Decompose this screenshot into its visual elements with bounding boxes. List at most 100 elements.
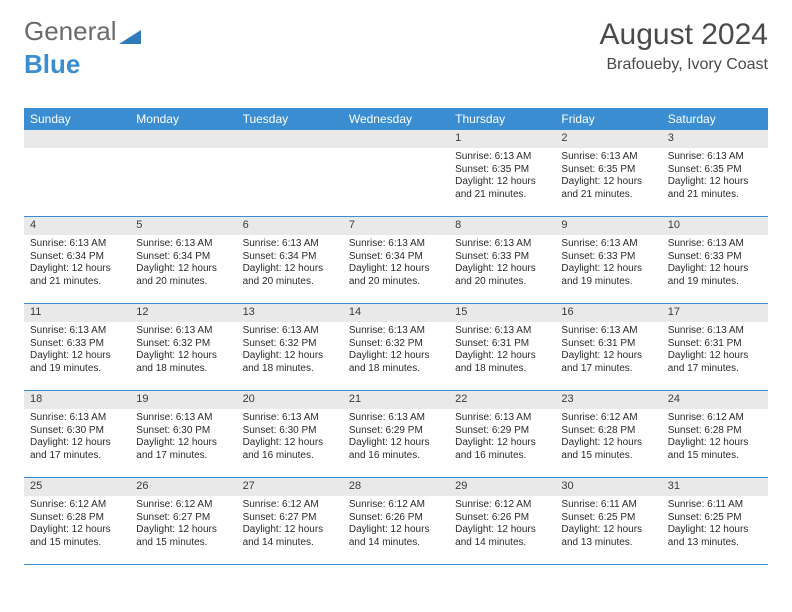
day-details: Sunrise: 6:13 AMSunset: 6:29 PMDaylight:… <box>449 409 555 466</box>
day-number: 29 <box>449 478 555 496</box>
sunset-text: Sunset: 6:34 PM <box>30 251 124 264</box>
day-details: Sunrise: 6:13 AMSunset: 6:30 PMDaylight:… <box>130 409 236 466</box>
day-details: Sunrise: 6:12 AMSunset: 6:28 PMDaylight:… <box>24 496 130 553</box>
day-header-sunday: Sunday <box>24 108 130 130</box>
calendar-cell: 29Sunrise: 6:12 AMSunset: 6:26 PMDayligh… <box>449 478 555 564</box>
daylight-text: Daylight: 12 hours and 13 minutes. <box>668 524 762 549</box>
day-details: Sunrise: 6:13 AMSunset: 6:33 PMDaylight:… <box>24 322 130 379</box>
calendar-week: 25Sunrise: 6:12 AMSunset: 6:28 PMDayligh… <box>24 478 768 565</box>
sunset-text: Sunset: 6:25 PM <box>561 512 655 525</box>
day-number: 9 <box>555 217 661 235</box>
sunrise-text: Sunrise: 6:13 AM <box>455 412 549 425</box>
sunrise-text: Sunrise: 6:13 AM <box>455 151 549 164</box>
sunset-text: Sunset: 6:30 PM <box>136 425 230 438</box>
day-number: 7 <box>343 217 449 235</box>
logo-text-blue: Blue <box>24 49 80 79</box>
calendar-cell: 24Sunrise: 6:12 AMSunset: 6:28 PMDayligh… <box>662 391 768 477</box>
calendar-week: 1Sunrise: 6:13 AMSunset: 6:35 PMDaylight… <box>24 130 768 217</box>
sunset-text: Sunset: 6:32 PM <box>349 338 443 351</box>
calendar-cell: 10Sunrise: 6:13 AMSunset: 6:33 PMDayligh… <box>662 217 768 303</box>
weeks-container: 1Sunrise: 6:13 AMSunset: 6:35 PMDaylight… <box>24 130 768 565</box>
calendar-cell: 4Sunrise: 6:13 AMSunset: 6:34 PMDaylight… <box>24 217 130 303</box>
calendar-cell: 9 Sunrise: 6:13 AMSunset: 6:33 PMDaylight… <box>555 217 661 303</box>
daylight-text: Daylight: 12 hours and 20 minutes. <box>349 263 443 288</box>
day-header-monday: Monday <box>130 108 236 130</box>
day-number: 15 <box>449 304 555 322</box>
sunset-text: Sunset: 6:25 PM <box>668 512 762 525</box>
calendar-cell <box>24 130 130 216</box>
calendar-cell: 31Sunrise: 6:11 AMSunset: 6:25 PMDayligh… <box>662 478 768 564</box>
daylight-text: Daylight: 12 hours and 19 minutes. <box>561 263 655 288</box>
day-details: Sunrise: 6:13 AMSunset: 6:31 PMDaylight:… <box>555 322 661 379</box>
sunset-text: Sunset: 6:35 PM <box>561 164 655 177</box>
day-details: Sunrise: 6:13 AMSunset: 6:35 PMDaylight:… <box>449 148 555 205</box>
day-details: Sunrise: 6:13 AMSunset: 6:34 PMDaylight:… <box>343 235 449 292</box>
day-number: 17 <box>662 304 768 322</box>
day-number: 19 <box>130 391 236 409</box>
sunset-text: Sunset: 6:28 PM <box>30 512 124 525</box>
calendar-cell: 17Sunrise: 6:13 AMSunset: 6:31 PMDayligh… <box>662 304 768 390</box>
day-number: 23 <box>555 391 661 409</box>
calendar-cell: 12Sunrise: 6:13 AMSunset: 6:32 PMDayligh… <box>130 304 236 390</box>
day-header-tuesday: Tuesday <box>237 108 343 130</box>
calendar-cell: 11Sunrise: 6:13 AMSunset: 6:33 PMDayligh… <box>24 304 130 390</box>
daylight-text: Daylight: 12 hours and 16 minutes. <box>243 437 337 462</box>
day-header-row: Sunday Monday Tuesday Wednesday Thursday… <box>24 108 768 130</box>
day-number: 31 <box>662 478 768 496</box>
daylight-text: Daylight: 12 hours and 15 minutes. <box>561 437 655 462</box>
day-number: 16 <box>555 304 661 322</box>
day-details: Sunrise: 6:11 AMSunset: 6:25 PMDaylight:… <box>662 496 768 553</box>
sunset-text: Sunset: 6:35 PM <box>668 164 762 177</box>
day-details: Sunrise: 6:13 AMSunset: 6:35 PMDaylight:… <box>662 148 768 205</box>
daylight-text: Daylight: 12 hours and 13 minutes. <box>561 524 655 549</box>
logo-triangle-icon <box>119 24 141 51</box>
day-number: 30 <box>555 478 661 496</box>
sunset-text: Sunset: 6:33 PM <box>561 251 655 264</box>
sunset-text: Sunset: 6:31 PM <box>455 338 549 351</box>
day-number <box>130 130 236 148</box>
calendar-cell <box>237 130 343 216</box>
sunrise-text: Sunrise: 6:13 AM <box>561 238 655 251</box>
day-details: Sunrise: 6:13 AMSunset: 6:34 PMDaylight:… <box>24 235 130 292</box>
daylight-text: Daylight: 12 hours and 18 minutes. <box>136 350 230 375</box>
day-number: 14 <box>343 304 449 322</box>
day-number: 21 <box>343 391 449 409</box>
sunset-text: Sunset: 6:31 PM <box>668 338 762 351</box>
daylight-text: Daylight: 12 hours and 16 minutes. <box>455 437 549 462</box>
day-details: Sunrise: 6:12 AMSunset: 6:27 PMDaylight:… <box>237 496 343 553</box>
day-header-thursday: Thursday <box>449 108 555 130</box>
calendar-cell: 28Sunrise: 6:12 AMSunset: 6:26 PMDayligh… <box>343 478 449 564</box>
daylight-text: Daylight: 12 hours and 19 minutes. <box>30 350 124 375</box>
sunrise-text: Sunrise: 6:13 AM <box>136 412 230 425</box>
sunrise-text: Sunrise: 6:13 AM <box>243 325 337 338</box>
sunrise-text: Sunrise: 6:12 AM <box>349 499 443 512</box>
day-number: 5 <box>130 217 236 235</box>
calendar-cell: 14Sunrise: 6:13 AMSunset: 6:32 PMDayligh… <box>343 304 449 390</box>
calendar-cell: 15Sunrise: 6:13 AMSunset: 6:31 PMDayligh… <box>449 304 555 390</box>
sunset-text: Sunset: 6:31 PM <box>561 338 655 351</box>
calendar-cell: 21Sunrise: 6:13 AMSunset: 6:29 PMDayligh… <box>343 391 449 477</box>
day-number: 22 <box>449 391 555 409</box>
day-details: Sunrise: 6:13 AMSunset: 6:35 PMDaylight:… <box>555 148 661 205</box>
sunrise-text: Sunrise: 6:12 AM <box>561 412 655 425</box>
day-number: 4 <box>24 217 130 235</box>
sunrise-text: Sunrise: 6:11 AM <box>561 499 655 512</box>
calendar-cell: 23Sunrise: 6:12 AMSunset: 6:28 PMDayligh… <box>555 391 661 477</box>
calendar-cell: 20Sunrise: 6:13 AMSunset: 6:30 PMDayligh… <box>237 391 343 477</box>
daylight-text: Daylight: 12 hours and 21 minutes. <box>455 176 549 201</box>
sunset-text: Sunset: 6:34 PM <box>349 251 443 264</box>
sunrise-text: Sunrise: 6:13 AM <box>668 151 762 164</box>
day-details: Sunrise: 6:12 AMSunset: 6:26 PMDaylight:… <box>343 496 449 553</box>
sunrise-text: Sunrise: 6:13 AM <box>668 238 762 251</box>
calendar-cell <box>130 130 236 216</box>
sunrise-text: Sunrise: 6:12 AM <box>136 499 230 512</box>
calendar-cell: 30 Sunrise: 6:11 AMSunset: 6:25 PMDayligh… <box>555 478 661 564</box>
daylight-text: Daylight: 12 hours and 15 minutes. <box>668 437 762 462</box>
day-details: Sunrise: 6:12 AMSunset: 6:28 PMDaylight:… <box>555 409 661 466</box>
daylight-text: Daylight: 12 hours and 21 minutes. <box>561 176 655 201</box>
day-number: 8 <box>449 217 555 235</box>
day-details: Sunrise: 6:13 AMSunset: 6:33 PMDaylight:… <box>662 235 768 292</box>
daylight-text: Daylight: 12 hours and 17 minutes. <box>668 350 762 375</box>
sunset-text: Sunset: 6:28 PM <box>561 425 655 438</box>
sunset-text: Sunset: 6:32 PM <box>243 338 337 351</box>
